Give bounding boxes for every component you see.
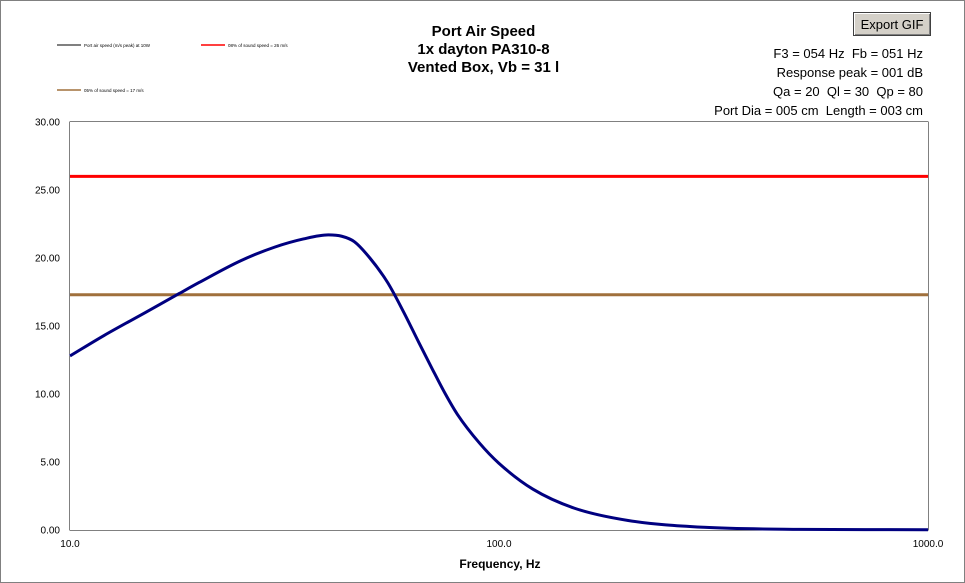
- reference-lines: [70, 174, 928, 297]
- legend: Port air speed (m/s peak) at 10W 08% of …: [57, 43, 288, 93]
- chart-title: Port Air Speed: [431, 23, 536, 40]
- info-q-values: Qa = 20 Ql = 30 Qp = 80: [773, 84, 923, 99]
- plot-area: [70, 122, 928, 530]
- plot-background: [70, 122, 928, 530]
- y-tick-label: 0.00: [41, 526, 61, 537]
- info-port-dimensions: Port Dia = 005 cm Length = 003 cm: [714, 103, 923, 118]
- x-tick-label: 100.0: [486, 539, 511, 550]
- y-tick-label: 20.00: [35, 254, 60, 265]
- y-tick-label: 10.00: [35, 390, 60, 401]
- legend-label-5-percent: 05% of sound speed = 17 m/s: [84, 88, 144, 93]
- chart-subtitle-driver: 1x dayton PA310-8: [417, 41, 550, 58]
- chart-subtitle-box: Vented Box, Vb = 31 l: [407, 59, 560, 76]
- y-tick-label: 30.00: [35, 118, 60, 129]
- y-tick-label: 25.00: [35, 186, 60, 197]
- curve-layer: [69, 233, 929, 532]
- y-tick-label: 15.00: [35, 322, 60, 333]
- legend-label-8-percent: 08% of sound speed = 26 m/s: [228, 43, 288, 48]
- export-gif-button[interactable]: Export GIF: [853, 12, 931, 36]
- port-air-speed-curve: [69, 233, 929, 532]
- legend-label-port-air-speed: Port air speed (m/s peak) at 10W: [84, 43, 151, 48]
- x-axis-title: Frequency, Hz: [459, 557, 540, 571]
- info-f3-fb: F3 = 054 Hz Fb = 051 Hz: [773, 46, 923, 61]
- y-axis-ticks: 0.00 5.00 10.00 15.00 20.00 25.00 30.00: [35, 118, 60, 537]
- y-tick-label: 5.00: [41, 458, 61, 469]
- x-axis-ticks: 10.0 100.0 1000.0: [60, 539, 943, 550]
- info-response-peak: Response peak = 001 dB: [776, 65, 923, 80]
- x-tick-label: 1000.0: [913, 539, 944, 550]
- x-tick-label: 10.0: [60, 539, 80, 550]
